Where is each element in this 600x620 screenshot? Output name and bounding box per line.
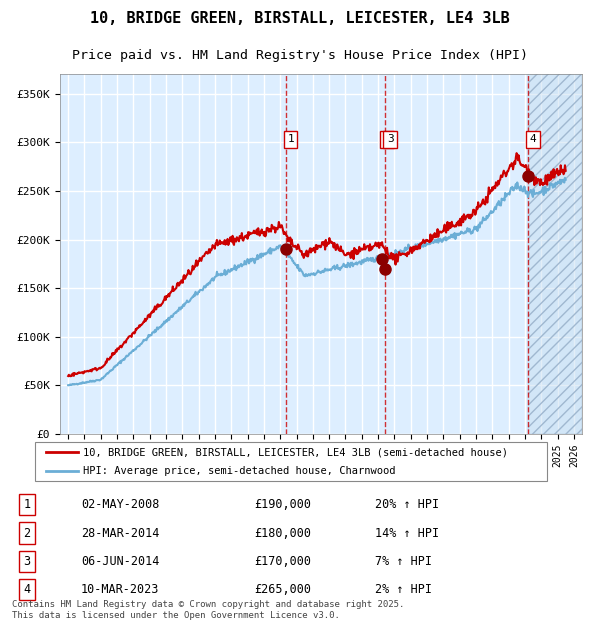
Text: 1: 1 [23, 498, 31, 511]
Text: Contains HM Land Registry data © Crown copyright and database right 2025.
This d: Contains HM Land Registry data © Crown c… [12, 600, 404, 619]
Text: 2: 2 [23, 526, 31, 539]
Text: 14% ↑ HPI: 14% ↑ HPI [375, 526, 439, 539]
Text: £170,000: £170,000 [254, 555, 311, 568]
Text: 1: 1 [287, 135, 294, 144]
Text: 3: 3 [23, 555, 31, 568]
Text: 2: 2 [383, 135, 390, 144]
Text: £265,000: £265,000 [254, 583, 311, 596]
Text: £180,000: £180,000 [254, 526, 311, 539]
Text: 4: 4 [530, 135, 536, 144]
Text: 7% ↑ HPI: 7% ↑ HPI [375, 555, 432, 568]
Text: 10-MAR-2023: 10-MAR-2023 [81, 583, 160, 596]
Text: Price paid vs. HM Land Registry's House Price Index (HPI): Price paid vs. HM Land Registry's House … [72, 50, 528, 62]
FancyBboxPatch shape [35, 443, 547, 481]
Text: £190,000: £190,000 [254, 498, 311, 511]
Text: 2% ↑ HPI: 2% ↑ HPI [375, 583, 432, 596]
Text: HPI: Average price, semi-detached house, Charnwood: HPI: Average price, semi-detached house,… [83, 466, 395, 476]
Text: 28-MAR-2014: 28-MAR-2014 [81, 526, 160, 539]
Text: 10, BRIDGE GREEN, BIRSTALL, LEICESTER, LE4 3LB (semi-detached house): 10, BRIDGE GREEN, BIRSTALL, LEICESTER, L… [83, 448, 508, 458]
Text: 20% ↑ HPI: 20% ↑ HPI [375, 498, 439, 511]
Text: 06-JUN-2014: 06-JUN-2014 [81, 555, 160, 568]
Text: 4: 4 [23, 583, 31, 596]
Text: 10, BRIDGE GREEN, BIRSTALL, LEICESTER, LE4 3LB: 10, BRIDGE GREEN, BIRSTALL, LEICESTER, L… [90, 11, 510, 26]
Text: 02-MAY-2008: 02-MAY-2008 [81, 498, 160, 511]
Text: 3: 3 [387, 135, 394, 144]
